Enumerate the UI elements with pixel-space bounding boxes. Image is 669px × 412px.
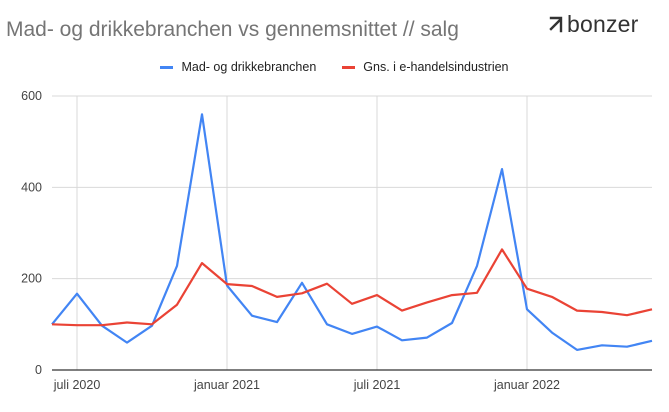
legend-item-series-1[interactable]: Mad- og drikkebranchen (160, 60, 316, 74)
xtick-label-1: juli 2020 (53, 378, 101, 392)
legend-swatch-series-2 (342, 65, 356, 69)
legend-label-series-2: Gns. i e-handelsindustrien (363, 60, 509, 74)
legend-label-series-1: Mad- og drikkebranchen (181, 60, 317, 74)
ytick-label-600: 600 (21, 89, 42, 103)
ytick-label-200: 200 (21, 272, 42, 286)
xtick-label-7: januar 2021 (193, 378, 260, 392)
axis-layer: 0 200 400 600 juli 2020 januar 2021 juli 2021 j… (21, 89, 652, 392)
chart-legend: Mad- og drikkebranchen Gns. i e-handelsi… (0, 60, 669, 74)
xtick-label-13: juli 2021 (353, 378, 401, 392)
legend-swatch-series-1 (160, 65, 174, 69)
series-line-1 (51, 113, 653, 351)
brand-logo: bonzer (548, 11, 639, 38)
legend-item-series-2[interactable]: Gns. i e-handelsindustrien (342, 60, 509, 74)
xtick-label-19: januar 2022 (493, 378, 560, 392)
chart-title: Mad- og drikkebranchen vs gennemsnittet … (6, 18, 459, 41)
ytick-label-0: 0 (35, 363, 42, 377)
bonzer-logo-icon (549, 16, 563, 33)
grid-layer (52, 95, 652, 370)
series-line-2 (51, 248, 653, 327)
ytick-label-400: 400 (21, 180, 42, 194)
logo-text: bonzer (567, 11, 639, 37)
series-layer (51, 113, 653, 351)
